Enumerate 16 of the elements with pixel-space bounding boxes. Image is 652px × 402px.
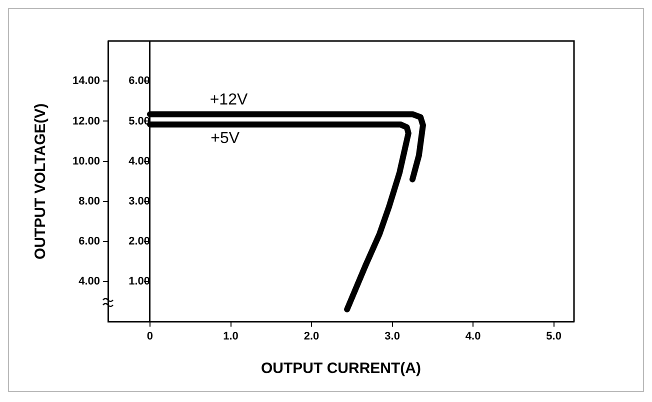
- y-tick-label: 14.00: [72, 75, 100, 88]
- x-tick-label: 4.0: [465, 330, 481, 342]
- y-axis-title: OUTPUT VOLTAGE(V): [32, 103, 50, 260]
- x-tick-label: 1.0: [223, 330, 238, 342]
- y-tick-label: 6.00: [78, 236, 100, 248]
- series-label: +12V: [210, 92, 248, 109]
- x-tick-label: 2.0: [304, 330, 320, 342]
- x-tick-label: 5.0: [546, 330, 562, 342]
- series-label: +5V: [210, 130, 240, 147]
- y-tick-label: 8.00: [78, 195, 100, 208]
- y-tick-label: 10.00: [72, 155, 100, 168]
- x-axis-title: OUTPUT CURRENT(A): [261, 360, 421, 378]
- x-tick-label: 0: [146, 330, 154, 342]
- y-tick-label: 12.00: [72, 115, 100, 128]
- y-tick-label: 4.00: [78, 276, 100, 288]
- x-tick-label: 3.0: [384, 330, 400, 342]
